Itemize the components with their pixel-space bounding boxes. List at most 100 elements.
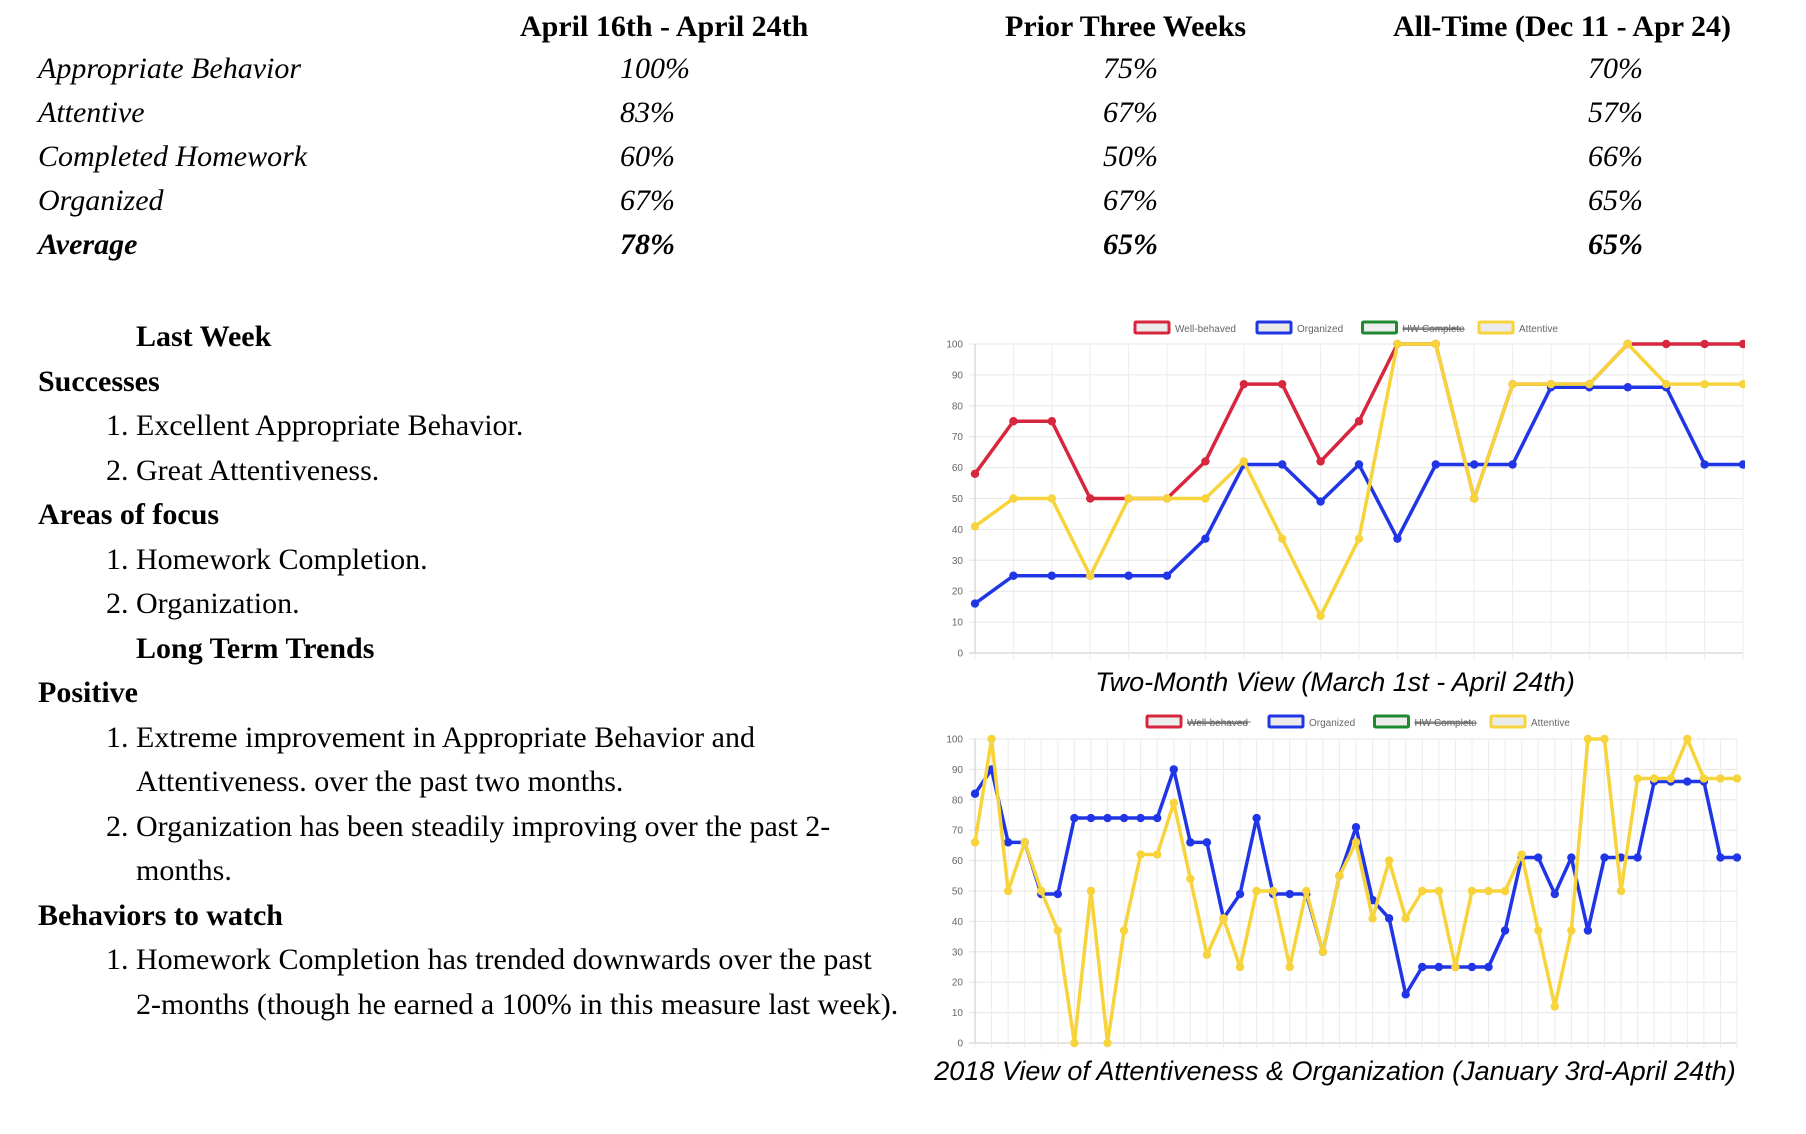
data-point[interactable] bbox=[1451, 962, 1460, 972]
data-point[interactable] bbox=[1484, 962, 1493, 972]
data-point[interactable] bbox=[1124, 494, 1133, 503]
data-point[interactable] bbox=[1368, 914, 1377, 923]
data-point[interactable] bbox=[1600, 734, 1609, 744]
data-point[interactable] bbox=[1186, 838, 1195, 847]
data-point[interactable] bbox=[1252, 886, 1261, 896]
data-point[interactable] bbox=[1162, 494, 1172, 503]
data-point[interactable] bbox=[1316, 457, 1325, 466]
data-point[interactable] bbox=[1567, 926, 1576, 935]
data-point[interactable] bbox=[1738, 339, 1745, 349]
data-point[interactable] bbox=[970, 838, 980, 847]
data-point[interactable] bbox=[1169, 765, 1178, 774]
data-point[interactable] bbox=[1003, 838, 1013, 847]
data-point[interactable] bbox=[1020, 838, 1029, 847]
data-point[interactable] bbox=[970, 789, 980, 798]
data-point[interactable] bbox=[1583, 734, 1593, 744]
data-point[interactable] bbox=[1484, 886, 1493, 896]
data-point[interactable] bbox=[1047, 494, 1056, 503]
data-point[interactable] bbox=[1318, 947, 1328, 956]
data-point[interactable] bbox=[1285, 889, 1294, 899]
data-point[interactable] bbox=[1716, 774, 1725, 783]
data-point[interactable] bbox=[1534, 926, 1543, 935]
data-point[interactable] bbox=[1431, 339, 1440, 349]
data-point[interactable] bbox=[1103, 1038, 1112, 1048]
data-point[interactable] bbox=[1623, 383, 1632, 392]
data-point[interactable] bbox=[1470, 460, 1479, 469]
data-point[interactable] bbox=[1162, 571, 1172, 580]
data-point[interactable] bbox=[1219, 914, 1228, 923]
legend-item-organized[interactable]: Organized bbox=[1267, 714, 1355, 729]
data-point[interactable] bbox=[1418, 886, 1427, 896]
data-point[interactable] bbox=[1278, 460, 1287, 469]
data-point[interactable] bbox=[970, 469, 980, 478]
data-point[interactable] bbox=[1009, 417, 1018, 426]
data-point[interactable] bbox=[1186, 874, 1195, 884]
data-point[interactable] bbox=[1585, 379, 1594, 389]
data-point[interactable] bbox=[1053, 889, 1063, 899]
data-point[interactable] bbox=[1732, 853, 1742, 862]
legend-item-attentive[interactable]: Attentive bbox=[1489, 714, 1570, 729]
data-point[interactable] bbox=[1169, 798, 1178, 808]
data-point[interactable] bbox=[1434, 962, 1444, 972]
data-point[interactable] bbox=[1335, 871, 1344, 880]
data-point[interactable] bbox=[1401, 990, 1410, 999]
data-point[interactable] bbox=[1434, 886, 1444, 896]
data-point[interactable] bbox=[1047, 417, 1056, 426]
data-point[interactable] bbox=[1009, 571, 1018, 580]
data-point[interactable] bbox=[1037, 886, 1046, 896]
data-point[interactable] bbox=[1202, 838, 1212, 847]
data-point[interactable] bbox=[1683, 777, 1692, 786]
data-point[interactable] bbox=[1201, 534, 1210, 543]
data-point[interactable] bbox=[1401, 914, 1410, 923]
data-point[interactable] bbox=[1500, 886, 1510, 896]
data-point[interactable] bbox=[1003, 886, 1013, 896]
data-point[interactable] bbox=[1302, 886, 1311, 896]
data-point[interactable] bbox=[970, 522, 980, 531]
data-point[interactable] bbox=[1738, 379, 1745, 389]
data-point[interactable] bbox=[1738, 460, 1745, 469]
data-point[interactable] bbox=[1683, 734, 1692, 744]
legend-item-organized[interactable]: Organized bbox=[1255, 320, 1343, 335]
data-point[interactable] bbox=[1268, 886, 1278, 896]
data-point[interactable] bbox=[1103, 813, 1112, 823]
data-point[interactable] bbox=[1239, 379, 1248, 389]
data-point[interactable] bbox=[1351, 838, 1361, 847]
data-point[interactable] bbox=[1086, 886, 1096, 896]
data-point[interactable] bbox=[1431, 460, 1440, 469]
legend-item-hw-complete[interactable]: HW Complete bbox=[1361, 320, 1466, 335]
data-point[interactable] bbox=[1047, 571, 1056, 580]
data-point[interactable] bbox=[1418, 962, 1427, 972]
data-point[interactable] bbox=[1354, 417, 1364, 426]
data-point[interactable] bbox=[1662, 379, 1671, 389]
data-point[interactable] bbox=[987, 734, 996, 744]
data-point[interactable] bbox=[1550, 1002, 1559, 1011]
data-point[interactable] bbox=[1086, 813, 1096, 823]
data-point[interactable] bbox=[1546, 379, 1556, 389]
data-point[interactable] bbox=[1351, 822, 1361, 832]
data-point[interactable] bbox=[1716, 853, 1725, 862]
data-point[interactable] bbox=[1136, 850, 1145, 859]
data-point[interactable] bbox=[970, 599, 980, 608]
data-point[interactable] bbox=[1009, 494, 1018, 503]
data-point[interactable] bbox=[1666, 774, 1675, 783]
data-point[interactable] bbox=[1201, 457, 1210, 466]
data-point[interactable] bbox=[1235, 889, 1245, 899]
data-point[interactable] bbox=[1086, 571, 1095, 580]
data-point[interactable] bbox=[1534, 853, 1543, 862]
data-point[interactable] bbox=[1393, 534, 1402, 543]
data-point[interactable] bbox=[1136, 813, 1145, 823]
data-point[interactable] bbox=[1633, 774, 1642, 783]
legend-item-well-behaved[interactable]: Well-behaved bbox=[1145, 714, 1251, 729]
data-point[interactable] bbox=[1467, 962, 1477, 972]
legend-item-attentive[interactable]: Attentive bbox=[1477, 320, 1558, 335]
data-point[interactable] bbox=[1384, 914, 1394, 923]
data-point[interactable] bbox=[1623, 339, 1632, 349]
data-point[interactable] bbox=[1153, 850, 1162, 859]
data-point[interactable] bbox=[1508, 460, 1517, 469]
data-point[interactable] bbox=[1517, 850, 1526, 859]
data-point[interactable] bbox=[1124, 571, 1133, 580]
data-point[interactable] bbox=[1500, 926, 1510, 935]
data-point[interactable] bbox=[1508, 379, 1517, 389]
data-point[interactable] bbox=[1384, 856, 1394, 865]
data-point[interactable] bbox=[1467, 886, 1477, 896]
